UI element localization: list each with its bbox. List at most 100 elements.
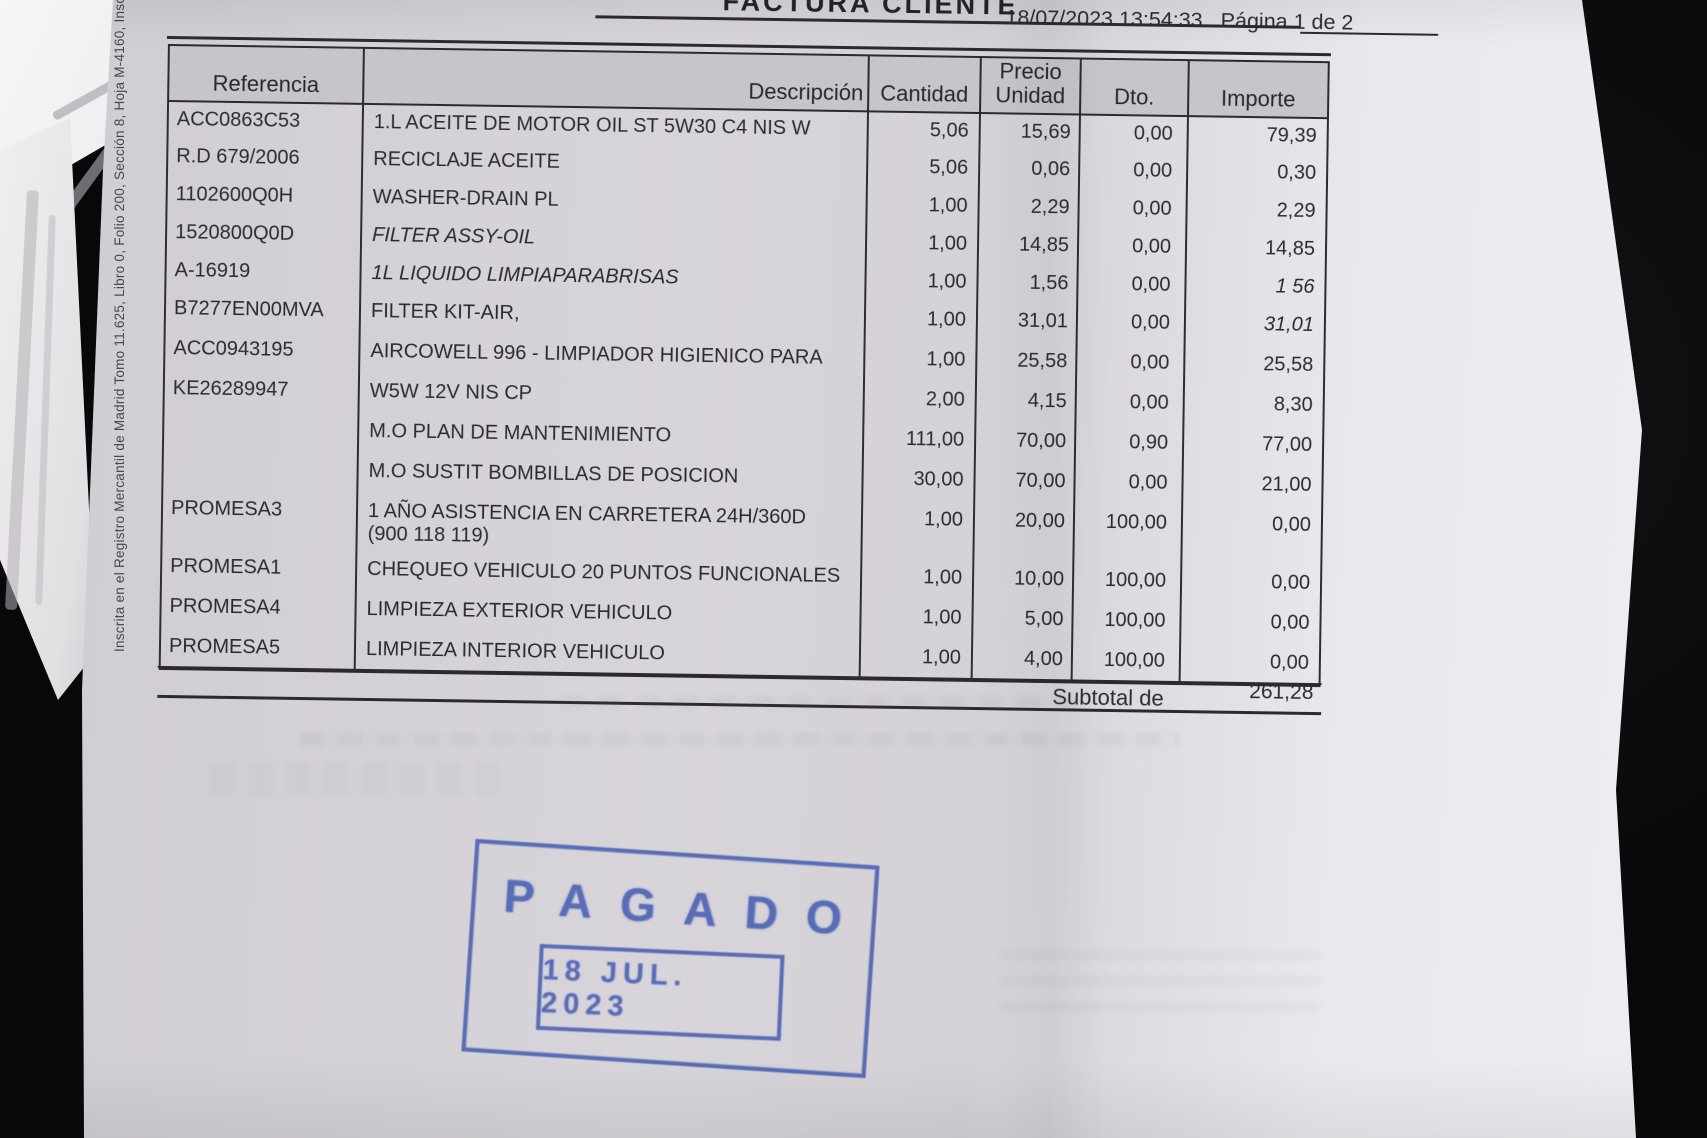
referencia-value: KE26289947 xyxy=(172,377,289,401)
cell-precio-unidad: 20,00 xyxy=(973,502,1075,563)
cell-cantidad: 1,00 xyxy=(864,341,977,383)
cell-importe: 0,30 xyxy=(1186,154,1328,195)
importe-value: 77,00 xyxy=(1261,433,1313,456)
cell-precio-unidad: 5,00 xyxy=(972,600,1073,643)
cell-importe: 31,01 xyxy=(1184,306,1326,349)
descripcion-value: WASHER-DRAIN PL xyxy=(372,186,559,211)
cell-precio-unidad: 1,56 xyxy=(977,265,1078,305)
cell-cantidad: 30,00 xyxy=(862,461,975,503)
cantidad-value: 5,06 xyxy=(929,156,969,179)
subtotal-value: 261,28 xyxy=(1249,680,1314,705)
importe-value: 0,00 xyxy=(1271,513,1312,536)
cell-cantidad: 1,00 xyxy=(861,501,975,561)
cell-referencia: ACC0863C53 xyxy=(167,100,364,142)
cell-importe: 77,00 xyxy=(1182,426,1324,469)
descripcion-value: M.O SUSTIT BOMBILLAS DE POSICION xyxy=(368,459,739,488)
invoice-table-body: ACC0863C53 1.L ACEITE DE MOTOR OIL ST 5W… xyxy=(159,100,1328,687)
invoice-line-items-table: Referencia Descripción Cantidad Precio U… xyxy=(158,43,1330,688)
cell-dto: 100,00 xyxy=(1072,562,1182,605)
cell-importe: 0,00 xyxy=(1180,564,1322,607)
cell-referencia xyxy=(162,450,358,494)
cell-dto: 100,00 xyxy=(1073,504,1183,565)
cell-precio-unidad: 4,15 xyxy=(975,382,1076,425)
column-header-importe: Importe xyxy=(1187,60,1329,119)
importe-value: 8,30 xyxy=(1273,393,1313,416)
precio-unidad-value: 2,29 xyxy=(1030,195,1070,219)
cell-dto: 0,00 xyxy=(1078,190,1187,231)
page-indicator-underline xyxy=(1300,31,1439,36)
bleed-through-smudge xyxy=(210,762,500,796)
cell-importe: 0,00 xyxy=(1180,604,1321,647)
referencia-value: PROMESA3 xyxy=(170,497,283,521)
referencia-value: A-16919 xyxy=(174,259,251,283)
cell-importe: 25,58 xyxy=(1183,346,1325,389)
cell-referencia: R.D 679/2006 xyxy=(166,138,363,180)
referencia-value: 1102600Q0H xyxy=(175,183,294,207)
cell-dto: 0,00 xyxy=(1075,384,1184,427)
descripcion-value: M.O PLAN DE MANTENIMIENTO xyxy=(369,419,672,447)
precio-unidad-value: 15,69 xyxy=(1020,120,1071,144)
cantidad-value: 1,00 xyxy=(927,270,967,293)
cantidad-value: 30,00 xyxy=(913,468,964,491)
cantidad-value: 1,00 xyxy=(926,348,966,371)
cell-cantidad: 1,00 xyxy=(864,301,978,343)
column-header-dto: Dto. xyxy=(1079,58,1189,117)
cell-dto: 0,90 xyxy=(1074,424,1184,467)
cell-cantidad: 1,00 xyxy=(866,187,979,228)
precio-unidad-value: 70,00 xyxy=(1015,429,1067,453)
importe-value: 0,00 xyxy=(1270,611,1310,634)
dto-value: 0,00 xyxy=(1130,311,1171,334)
cell-importe: 21,00 xyxy=(1182,466,1323,509)
cell-precio-unidad: 0,06 xyxy=(978,151,1080,191)
referencia-value: R.D 679/2006 xyxy=(176,145,300,169)
precio-unidad-value: 4,15 xyxy=(1027,389,1067,413)
precio-unidad-value: 20,00 xyxy=(1014,509,1066,533)
cell-referencia: ACC0943195 xyxy=(164,330,360,374)
cell-referencia: 1102600Q0H xyxy=(166,176,362,218)
print-datetime: 18/07/2023 13:54:33 xyxy=(1005,5,1203,33)
importe-value: 2,29 xyxy=(1276,199,1316,223)
cell-cantidad: 1,00 xyxy=(859,639,973,681)
cell-cantidad: 5,06 xyxy=(866,149,980,190)
precio-unidad-value: 14,85 xyxy=(1018,233,1070,257)
cell-referencia: 1520800Q0D xyxy=(165,214,362,256)
dto-value: 0,00 xyxy=(1133,122,1173,145)
cell-referencia xyxy=(162,410,359,454)
descripcion-value: 1.L ACEITE DE MOTOR OIL ST 5W30 C4 NIS W xyxy=(373,111,811,140)
importe-value: 0,30 xyxy=(1277,161,1317,185)
cell-dto: 0,00 xyxy=(1077,266,1186,307)
precio-unidad-value: 70,00 xyxy=(1015,469,1066,493)
descripcion-value: RECICLAJE ACEITE xyxy=(373,148,561,173)
referencia-value: ACC0863C53 xyxy=(176,108,301,132)
cell-precio-unidad: 70,00 xyxy=(974,422,1076,465)
cell-referencia: PROMESA1 xyxy=(160,548,357,592)
precio-unidad-value: 5,00 xyxy=(1024,607,1064,631)
cell-precio-unidad: 15,69 xyxy=(979,113,1080,153)
cantidad-value: 1,00 xyxy=(926,308,967,331)
cell-precio-unidad: 4,00 xyxy=(971,640,1073,683)
cell-dto: 0,00 xyxy=(1076,304,1186,347)
cantidad-value: 5,06 xyxy=(929,119,969,142)
dto-value: 100,00 xyxy=(1103,648,1166,672)
cantidad-value: 1,00 xyxy=(921,646,962,669)
cantidad-value: 111,00 xyxy=(905,427,965,451)
subtotal-label: Subtotal de xyxy=(1052,684,1164,711)
cell-referencia: B7277EN00MVA xyxy=(164,290,361,334)
referencia-value: PROMESA5 xyxy=(168,635,281,659)
dto-value: 0,00 xyxy=(1128,471,1168,494)
invoice-content: FACTURA CLIENTE 18/07/2023 13:54:33 Pági… xyxy=(139,0,1610,781)
cell-dto: 0,00 xyxy=(1077,228,1187,269)
cell-dto: 0,00 xyxy=(1075,344,1185,387)
descripcion-value: FILTER ASSY-OIL xyxy=(371,224,536,249)
cantidad-value: 2,00 xyxy=(925,388,965,411)
registry-side-note: Inscrita en el Registro Mercantil de Mad… xyxy=(112,0,127,652)
cell-precio-unidad: 31,01 xyxy=(976,303,1078,345)
dto-value: 0,00 xyxy=(1132,197,1172,220)
referencia-value: 1520800Q0D xyxy=(174,221,295,245)
dto-value: 0,00 xyxy=(1131,273,1171,296)
referencia-value: PROMESA4 xyxy=(169,595,281,619)
cell-cantidad: 1,00 xyxy=(865,263,978,304)
column-header-referencia: Referencia xyxy=(168,44,364,104)
dto-value: 100,00 xyxy=(1105,510,1168,534)
